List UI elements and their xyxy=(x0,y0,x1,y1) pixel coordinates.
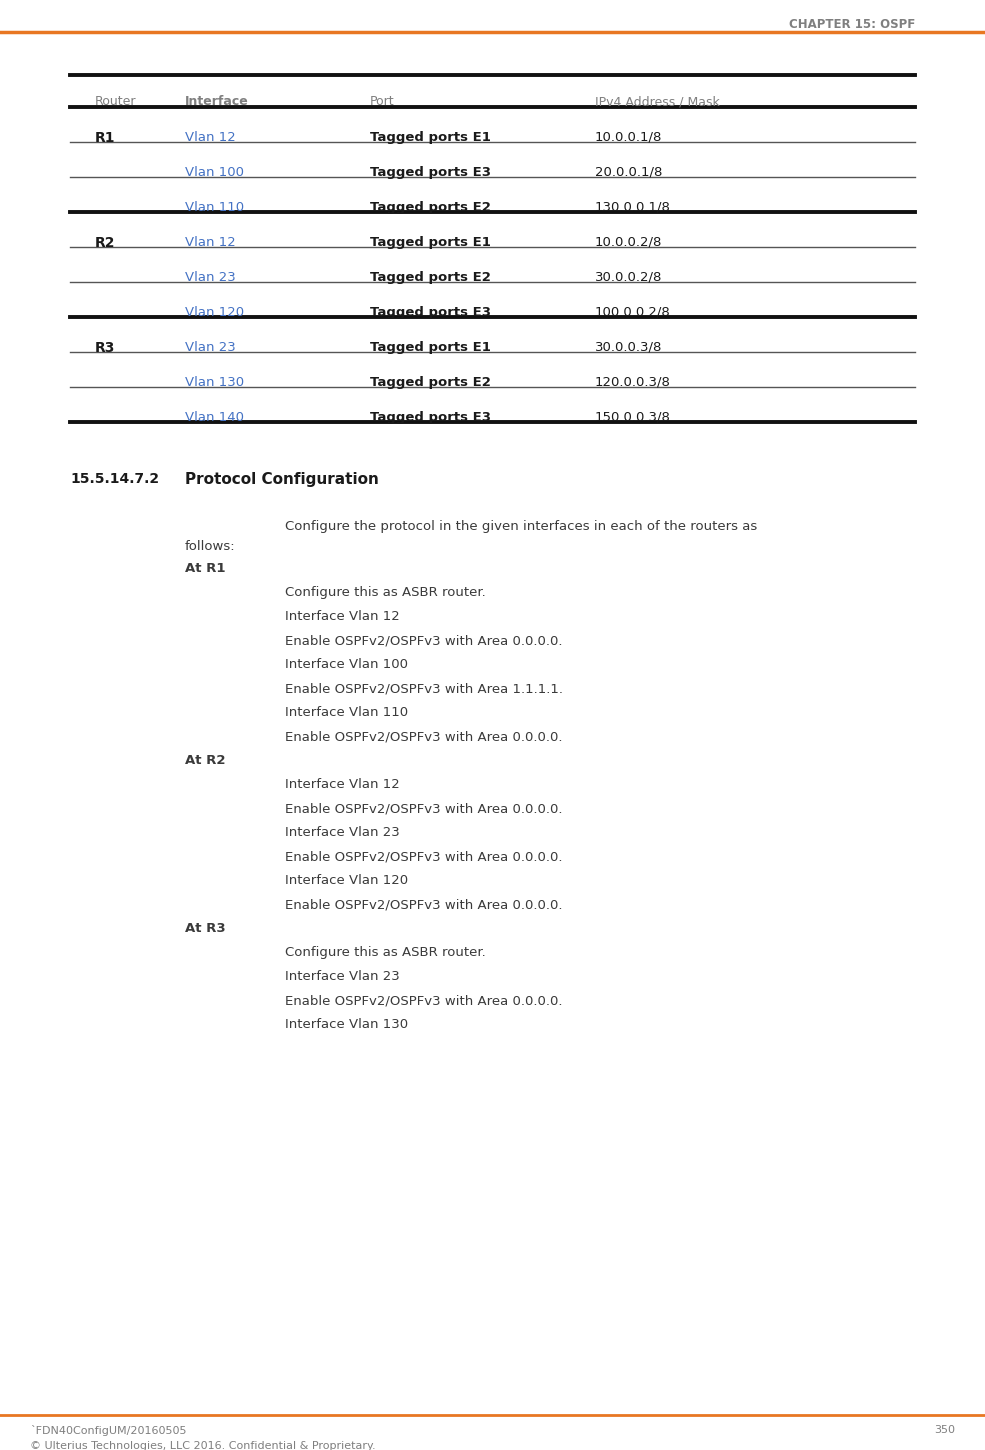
Text: Vlan 100: Vlan 100 xyxy=(185,165,244,178)
Text: Enable OSPFv2/OSPFv3 with Area 0.0.0.0.: Enable OSPFv2/OSPFv3 with Area 0.0.0.0. xyxy=(285,995,562,1006)
Text: R1: R1 xyxy=(95,130,115,145)
Text: Tagged ports E1: Tagged ports E1 xyxy=(370,341,491,354)
Text: Interface Vlan 120: Interface Vlan 120 xyxy=(285,874,408,887)
Text: Vlan 12: Vlan 12 xyxy=(185,130,235,144)
Text: Enable OSPFv2/OSPFv3 with Area 0.0.0.0.: Enable OSPFv2/OSPFv3 with Area 0.0.0.0. xyxy=(285,850,562,863)
Text: Enable OSPFv2/OSPFv3 with Area 0.0.0.0.: Enable OSPFv2/OSPFv3 with Area 0.0.0.0. xyxy=(285,802,562,815)
Text: R2: R2 xyxy=(95,235,115,249)
Text: Vlan 12: Vlan 12 xyxy=(185,235,235,248)
Text: Tagged ports E3: Tagged ports E3 xyxy=(370,306,491,319)
Text: 10.0.0.1/8: 10.0.0.1/8 xyxy=(595,130,662,144)
Text: Port: Port xyxy=(370,96,395,107)
Text: R3: R3 xyxy=(95,341,115,354)
Text: `FDN40ConfigUM/20160505: `FDN40ConfigUM/20160505 xyxy=(30,1425,186,1436)
Text: At R3: At R3 xyxy=(185,922,226,935)
Text: At R2: At R2 xyxy=(185,754,226,767)
Text: Configure this as ASBR router.: Configure this as ASBR router. xyxy=(285,586,486,599)
Text: Enable OSPFv2/OSPFv3 with Area 0.0.0.0.: Enable OSPFv2/OSPFv3 with Area 0.0.0.0. xyxy=(285,634,562,647)
Text: 350: 350 xyxy=(934,1425,955,1436)
Text: Vlan 140: Vlan 140 xyxy=(185,410,244,423)
Text: Vlan 23: Vlan 23 xyxy=(185,341,235,354)
Text: Interface Vlan 23: Interface Vlan 23 xyxy=(285,970,400,983)
Text: Interface: Interface xyxy=(185,96,249,107)
Text: Protocol Configuration: Protocol Configuration xyxy=(185,473,379,487)
Text: 130.0.0.1/8: 130.0.0.1/8 xyxy=(595,200,671,213)
Text: 100.0.0.2/8: 100.0.0.2/8 xyxy=(595,306,671,319)
Text: Enable OSPFv2/OSPFv3 with Area 1.1.1.1.: Enable OSPFv2/OSPFv3 with Area 1.1.1.1. xyxy=(285,682,563,695)
Text: Tagged ports E3: Tagged ports E3 xyxy=(370,410,491,423)
Text: 20.0.0.1/8: 20.0.0.1/8 xyxy=(595,165,662,178)
Text: 30.0.0.2/8: 30.0.0.2/8 xyxy=(595,271,662,284)
Text: 30.0.0.3/8: 30.0.0.3/8 xyxy=(595,341,662,354)
Text: Vlan 130: Vlan 130 xyxy=(185,376,244,389)
Text: Enable OSPFv2/OSPFv3 with Area 0.0.0.0.: Enable OSPFv2/OSPFv3 with Area 0.0.0.0. xyxy=(285,898,562,911)
Text: © Ulterius Technologies, LLC 2016. Confidential & Proprietary.: © Ulterius Technologies, LLC 2016. Confi… xyxy=(30,1441,375,1450)
Text: Interface Vlan 100: Interface Vlan 100 xyxy=(285,658,408,671)
Text: Interface Vlan 12: Interface Vlan 12 xyxy=(285,610,400,624)
Text: Tagged ports E1: Tagged ports E1 xyxy=(370,130,491,144)
Text: Interface Vlan 110: Interface Vlan 110 xyxy=(285,706,408,719)
Text: Router: Router xyxy=(95,96,137,107)
Text: Vlan 23: Vlan 23 xyxy=(185,271,235,284)
Text: 120.0.0.3/8: 120.0.0.3/8 xyxy=(595,376,671,389)
Text: 150.0.0.3/8: 150.0.0.3/8 xyxy=(595,410,671,423)
Text: Interface Vlan 23: Interface Vlan 23 xyxy=(285,826,400,840)
Text: Tagged ports E3: Tagged ports E3 xyxy=(370,165,491,178)
Text: Vlan 120: Vlan 120 xyxy=(185,306,244,319)
Text: CHAPTER 15: OSPF: CHAPTER 15: OSPF xyxy=(789,17,915,30)
Text: IPv4 Address / Mask: IPv4 Address / Mask xyxy=(595,96,720,107)
Text: Tagged ports E2: Tagged ports E2 xyxy=(370,376,491,389)
Text: Configure the protocol in the given interfaces in each of the routers as: Configure the protocol in the given inte… xyxy=(285,521,757,534)
Text: Tagged ports E1: Tagged ports E1 xyxy=(370,235,491,248)
Text: At R1: At R1 xyxy=(185,563,226,576)
Text: Configure this as ASBR router.: Configure this as ASBR router. xyxy=(285,945,486,958)
Text: Interface Vlan 12: Interface Vlan 12 xyxy=(285,779,400,792)
Text: Tagged ports E2: Tagged ports E2 xyxy=(370,200,491,213)
Text: Vlan 110: Vlan 110 xyxy=(185,200,244,213)
Text: 15.5.14.7.2: 15.5.14.7.2 xyxy=(70,473,160,486)
Text: Tagged ports E2: Tagged ports E2 xyxy=(370,271,491,284)
Text: 10.0.0.2/8: 10.0.0.2/8 xyxy=(595,235,662,248)
Text: follows:: follows: xyxy=(185,539,235,552)
Text: Interface Vlan 130: Interface Vlan 130 xyxy=(285,1018,408,1031)
Text: Enable OSPFv2/OSPFv3 with Area 0.0.0.0.: Enable OSPFv2/OSPFv3 with Area 0.0.0.0. xyxy=(285,729,562,742)
